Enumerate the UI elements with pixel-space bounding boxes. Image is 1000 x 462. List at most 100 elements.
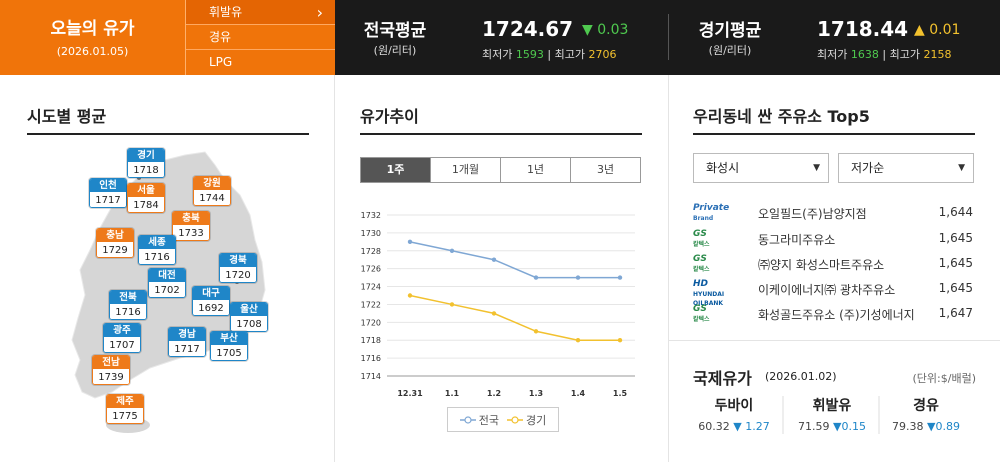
region-gyeongnam[interactable]: 경남 1717 (168, 327, 206, 357)
station-name[interactable]: 화성골드주유소 (주)기성에너지 (758, 308, 915, 322)
station-row[interactable]: GS 칼텍스 화성골드주유소 (주)기성에너지 1,647 (693, 302, 973, 326)
intl-gasoline: 휘발유 71.59 ▼0.15 (786, 395, 878, 433)
national-average-price: 1724.67 (482, 17, 574, 41)
region-gyeonggi[interactable]: 경기 1718 (127, 148, 165, 178)
region-daegu[interactable]: 대구 1692 (192, 286, 230, 316)
x-tick-label: 1.1 (445, 389, 460, 398)
data-point (407, 239, 413, 245)
legend-marker-icon (459, 415, 476, 424)
region-chungbuk[interactable]: 충북 1733 (172, 211, 210, 241)
tab-1month[interactable]: 1개월 (431, 158, 501, 182)
intl-item-name: 경유 (913, 398, 939, 414)
region-jeju[interactable]: 제주 1775 (106, 394, 144, 424)
today-date: (2026.01.05) (56, 45, 129, 58)
intl-item-value: 60.32 (698, 420, 730, 433)
sort-select-value: 저가순 (851, 161, 885, 175)
region-gyeongbuk[interactable]: 경북 1720 (219, 253, 257, 283)
gyeonggi-average-range: 최저가 1638 | 최고가 2158 (817, 48, 952, 61)
y-tick-label: 1718 (361, 336, 381, 345)
intl-date: (2026.01.02) (765, 370, 837, 383)
column-divider (668, 75, 669, 462)
y-tick-label: 1716 (361, 354, 381, 363)
intl-item-name: 두바이 (714, 398, 754, 414)
station-row[interactable]: GS 칼텍스 동그라미주유소 1,645 (693, 227, 973, 251)
legend-item-gyeonggi[interactable]: 경기 (507, 412, 546, 428)
station-price: 1,644 (938, 205, 973, 219)
region-sejong[interactable]: 세종 1716 (138, 235, 176, 265)
tab-1week[interactable]: 1주 (361, 158, 431, 182)
station-name[interactable]: 동그라미주유소 (758, 233, 836, 247)
region-seoul[interactable]: 서울 1784 (127, 183, 165, 213)
region-incheon[interactable]: 인천 1717 (89, 178, 127, 208)
brand-logo-icon: GS 칼텍스 (693, 229, 710, 248)
fuel-type-menu: 휘발유 › 경유 LPG (185, 0, 335, 75)
region-gwangju[interactable]: 광주 1707 (103, 323, 141, 353)
y-tick-label: 1726 (361, 265, 381, 274)
data-point (575, 275, 581, 280)
legend-label: 경기 (526, 413, 547, 427)
today-price-box: 오늘의 유가 (2026.01.05) (0, 0, 185, 75)
header-divider (668, 14, 669, 60)
region-daejeon[interactable]: 대전 1702 (148, 268, 186, 298)
region-gangwon[interactable]: 강원 1744 (193, 176, 231, 206)
station-row[interactable]: HD HYUNDAI OILBANK 이케이에너지㈜ 광차주유소 1,645 (693, 277, 973, 307)
brand-logo-icon: Private Brand (693, 203, 730, 222)
region-busan[interactable]: 부산 1705 (210, 331, 248, 361)
brand-logo-icon: GS 칼텍스 (693, 254, 710, 273)
data-point (533, 329, 539, 334)
brand-logo-icon: HD HYUNDAI OILBANK (693, 279, 725, 307)
station-price: 1,645 (938, 281, 973, 295)
intl-item-change: ▼ 1.27 (733, 420, 770, 433)
national-average-title: 전국평균 (363, 21, 427, 41)
y-tick-label: 1728 (361, 247, 381, 256)
region-chungnam[interactable]: 충남 1729 (96, 228, 134, 258)
station-name[interactable]: 오일필드(주)남양지점 (758, 207, 867, 221)
fuel-tab-gasoline[interactable]: 휘발유 › (186, 0, 335, 25)
data-point (533, 275, 539, 280)
data-point (575, 338, 581, 343)
tab-1year[interactable]: 1년 (501, 158, 571, 182)
chevron-right-icon: › (316, 3, 323, 22)
chart-legend: 전국 경기 (447, 407, 559, 432)
trend-title-underline (360, 133, 642, 135)
today-title: 오늘의 유가 (50, 19, 135, 39)
period-tabs: 1주 1개월 1년 3년 (360, 157, 641, 183)
station-name[interactable]: ㈜양지 화성스마트주유소 (758, 258, 885, 272)
fuel-tab-lpg[interactable]: LPG (186, 50, 335, 75)
station-row[interactable]: GS 칼텍스 ㈜양지 화성스마트주유소 1,645 (693, 252, 973, 276)
region-select[interactable]: 화성시 ▼ (693, 153, 829, 183)
y-tick-label: 1732 (361, 211, 381, 220)
station-row[interactable]: Private Brand 오일필드(주)남양지점 1,644 (693, 201, 973, 225)
fuel-tab-label: 경유 (209, 30, 232, 44)
gyeonggi-average-change: ▲ 0.01 (914, 22, 961, 38)
column-divider (334, 75, 335, 462)
region-ulsan[interactable]: 울산 1708 (230, 302, 268, 332)
region-jeonnam[interactable]: 전남 1739 (92, 355, 130, 385)
fuel-tab-label: 휘발유 (209, 5, 243, 19)
station-price: 1,647 (938, 306, 973, 320)
sort-select[interactable]: 저가순 ▼ (838, 153, 974, 183)
region-select-value: 화성시 (706, 161, 740, 175)
station-price: 1,645 (938, 231, 973, 245)
x-tick-label: 1.4 (571, 389, 586, 398)
intl-item-change: ▼0.89 (927, 420, 960, 433)
x-tick-label: 1.5 (613, 389, 628, 398)
station-name[interactable]: 이케이에너지㈜ 광차주유소 (758, 283, 896, 297)
fuel-tab-diesel[interactable]: 경유 (186, 25, 335, 50)
region-jeonbuk[interactable]: 전북 1716 (109, 290, 147, 320)
dropdown-arrow-icon: ▼ (813, 163, 820, 173)
legend-item-national[interactable]: 전국 (459, 412, 499, 428)
intl-title: 국제유가 (693, 369, 752, 388)
gyeonggi-average-title: 경기평균 (698, 21, 762, 41)
legend-marker-icon (507, 415, 523, 424)
national-average-unit: (원/리터) (373, 44, 417, 57)
gyeonggi-average-unit: (원/리터) (708, 44, 752, 57)
regional-title-underline (27, 133, 309, 135)
intl-item-value: 71.59 (798, 420, 830, 433)
intl-item-value: 79.38 (892, 420, 924, 433)
intl-diesel: 경유 79.38 ▼0.89 (880, 395, 972, 433)
tab-3year[interactable]: 3년 (571, 158, 640, 182)
intl-item-change: ▼0.15 (833, 420, 866, 433)
data-point (449, 248, 455, 253)
